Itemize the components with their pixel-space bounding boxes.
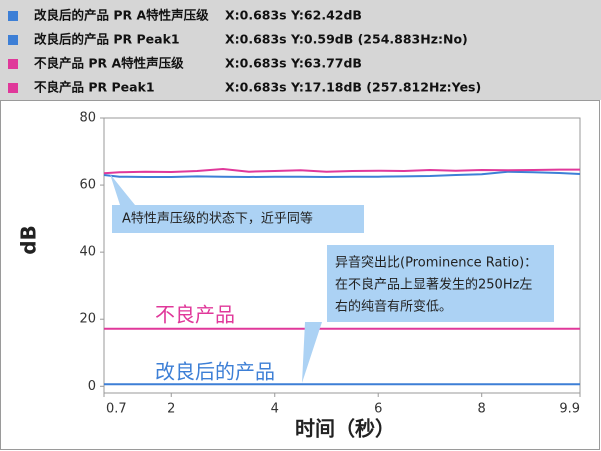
y-axis-label: dB xyxy=(17,225,41,255)
callout-text: 右的纯音有所变低。 xyxy=(335,299,452,315)
callout-text: 异音突出比(Prominence Ratio)： xyxy=(335,255,537,271)
legend-panel xyxy=(0,0,601,100)
legend-swatch xyxy=(8,59,18,69)
y-tick-label: 0 xyxy=(88,379,96,394)
legend-swatch xyxy=(8,35,18,45)
legend-swatch xyxy=(8,83,18,93)
legend-readout: X:0.683s Y:0.59dB (254.883Hz:No) xyxy=(225,32,468,47)
x-axis-label: 时间（秒） xyxy=(295,417,395,441)
callout-box xyxy=(110,174,364,233)
x-tick-label: 4 xyxy=(271,402,279,417)
legend-readout: X:0.683s Y:62.42dB xyxy=(225,8,362,23)
callout-text: A特性声压级的状态下，近乎同等 xyxy=(122,211,313,227)
plot-frame xyxy=(103,117,581,394)
legend-readout: X:0.683s Y:63.77dB xyxy=(225,56,362,71)
series-line xyxy=(103,167,580,175)
callout-text: 在不良产品上显著发生的250Hz左 xyxy=(335,277,532,293)
y-tick-label: 40 xyxy=(79,245,96,260)
x-tick-label: 8 xyxy=(478,402,486,417)
x-tick-label: 6 xyxy=(374,402,382,417)
x-tick-label: 9.9 xyxy=(559,402,580,417)
series-label: 不良产品 xyxy=(155,303,235,327)
legend-readout: X:0.683s Y:17.18dB (257.812Hz:Yes) xyxy=(225,80,481,95)
legend-label: 不良产品 PR A特性声压级 xyxy=(34,56,184,71)
y-tick-label: 80 xyxy=(79,111,96,126)
x-tick-label: 2 xyxy=(167,402,175,417)
series-label: 改良后的产品 xyxy=(155,360,275,384)
legend-swatch xyxy=(8,11,18,21)
legend-label: 不良产品 PR Peak1 xyxy=(34,80,155,95)
callout-box xyxy=(302,245,554,383)
series-line xyxy=(103,170,581,179)
y-tick-label: 60 xyxy=(79,178,96,193)
x-tick-label: 0.7 xyxy=(106,402,127,417)
legend-label: 改良后的产品 PR A特性声压级 xyxy=(34,8,209,23)
legend-label: 改良后的产品 PR Peak1 xyxy=(34,32,180,47)
y-tick-label: 20 xyxy=(79,312,96,327)
